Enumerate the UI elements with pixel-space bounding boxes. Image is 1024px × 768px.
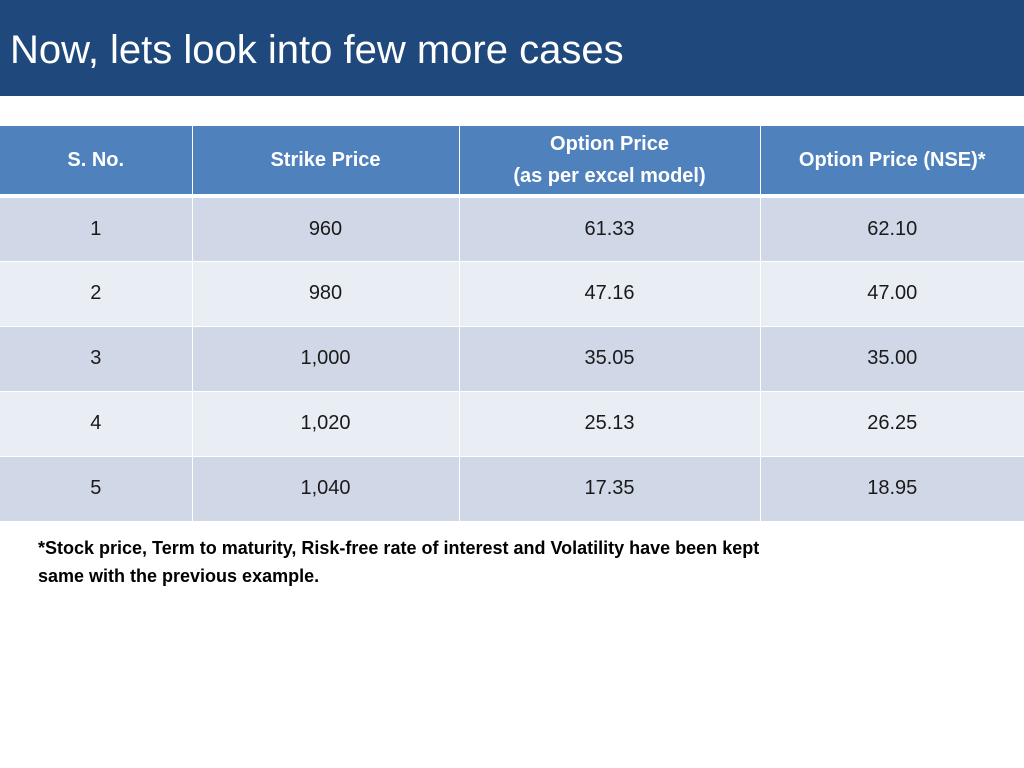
footnote-line2: same with the previous example. bbox=[38, 566, 320, 586]
cell-option-price-excel: 61.33 bbox=[458, 195, 761, 262]
cell-option-price-nse: 26.25 bbox=[759, 390, 1024, 457]
slide-title: Now, lets look into few more cases bbox=[10, 28, 624, 72]
cell-sno: 1 bbox=[0, 195, 193, 262]
cell-option-price-nse: 47.00 bbox=[759, 260, 1024, 327]
table-row: 4 1,020 25.13 26.25 bbox=[0, 390, 1024, 457]
cell-option-price-excel: 35.05 bbox=[458, 325, 761, 392]
cell-option-price-nse: 62.10 bbox=[759, 195, 1024, 262]
table-row: 5 1,040 17.35 18.95 bbox=[0, 455, 1024, 522]
table-header: S. No. Strike Price Option Price (as per… bbox=[0, 126, 1024, 198]
cell-strike-price: 960 bbox=[191, 195, 460, 262]
table-row: 2 980 47.16 47.00 bbox=[0, 260, 1024, 327]
header-option-price-line1: Option Price bbox=[550, 133, 669, 155]
cell-strike-price: 1,000 bbox=[191, 325, 460, 392]
cell-sno: 5 bbox=[0, 455, 193, 522]
header-option-price-nse: Option Price (NSE)* bbox=[759, 126, 1024, 198]
header-row: S. No. Strike Price Option Price (as per… bbox=[0, 126, 1024, 198]
cell-sno: 3 bbox=[0, 325, 193, 392]
header-sno: S. No. bbox=[0, 126, 193, 198]
cell-sno: 2 bbox=[0, 260, 193, 327]
cell-option-price-nse: 18.95 bbox=[759, 455, 1024, 522]
cell-option-price-nse: 35.00 bbox=[759, 325, 1024, 392]
title-bar: Now, lets look into few more cases bbox=[0, 0, 1024, 96]
cell-option-price-excel: 47.16 bbox=[458, 260, 761, 327]
table-body: 1 960 61.33 62.10 2 980 47.16 47.00 3 1,… bbox=[0, 195, 1024, 522]
cell-option-price-excel: 25.13 bbox=[458, 390, 761, 457]
footnote: *Stock price, Term to maturity, Risk-fre… bbox=[38, 534, 878, 590]
footnote-line1: *Stock price, Term to maturity, Risk-fre… bbox=[38, 538, 760, 558]
cell-strike-price: 1,020 bbox=[191, 390, 460, 457]
cell-strike-price: 1,040 bbox=[191, 455, 460, 522]
header-option-price-excel: Option Price (as per excel model) bbox=[458, 126, 761, 198]
cell-strike-price: 980 bbox=[191, 260, 460, 327]
header-strike-price: Strike Price bbox=[191, 126, 460, 198]
option-price-table: S. No. Strike Price Option Price (as per… bbox=[0, 126, 1024, 522]
cell-sno: 4 bbox=[0, 390, 193, 457]
header-option-price-line2: (as per excel model) bbox=[513, 165, 706, 187]
table-row: 1 960 61.33 62.10 bbox=[0, 195, 1024, 262]
table-row: 3 1,000 35.05 35.00 bbox=[0, 325, 1024, 392]
cell-option-price-excel: 17.35 bbox=[458, 455, 761, 522]
